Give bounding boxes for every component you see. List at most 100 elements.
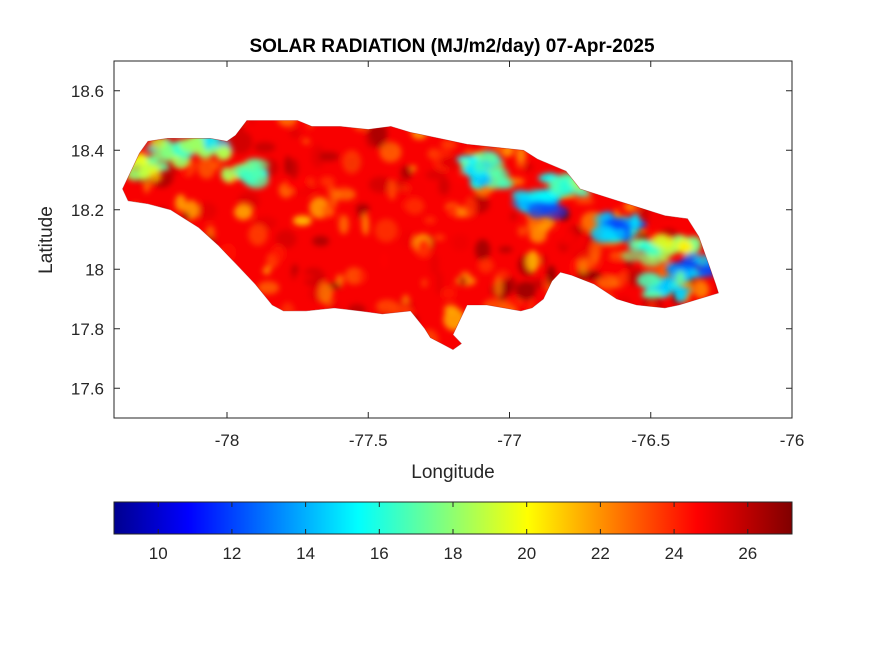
texture-blob	[362, 213, 370, 236]
texture-blob	[357, 269, 367, 283]
texture-blob	[557, 139, 566, 163]
texture-blob	[342, 150, 362, 174]
texture-blob	[123, 242, 147, 249]
texture-blob	[515, 281, 536, 301]
low-radiation-zone	[487, 154, 499, 168]
texture-blob	[355, 203, 370, 213]
texture-blob	[302, 267, 326, 287]
texture-blob	[711, 176, 719, 200]
texture-blob	[545, 312, 554, 329]
texture-blob	[130, 202, 141, 226]
y-tick-label: 18	[85, 260, 104, 279]
plot-area	[113, 60, 793, 419]
y-axis-label: Latitude	[36, 206, 57, 274]
texture-blob	[491, 133, 507, 154]
texture-blob	[510, 211, 517, 221]
texture-blob	[729, 155, 737, 170]
texture-blob	[136, 247, 156, 262]
texture-blob	[642, 123, 651, 136]
low-radiation-zone	[590, 225, 616, 243]
colorbar-tick-label: 20	[517, 544, 536, 563]
texture-blob	[122, 240, 126, 256]
y-tick-label: 18.4	[71, 141, 104, 160]
texture-blob	[196, 202, 217, 220]
texture-blob	[706, 210, 719, 229]
texture-blob	[406, 198, 425, 215]
colorbar-tick-label: 12	[222, 544, 241, 563]
texture-blob	[713, 133, 719, 150]
y-tick-label: 18.6	[71, 82, 104, 101]
colorbar-tick-label: 10	[149, 544, 168, 563]
texture-blob	[667, 120, 686, 134]
texture-blob	[293, 343, 304, 350]
texture-blob	[515, 160, 525, 170]
texture-blob	[416, 238, 431, 257]
texture-blob	[503, 339, 516, 348]
texture-blob	[178, 324, 187, 343]
texture-blob	[197, 314, 209, 331]
texture-blob	[713, 213, 719, 236]
texture-blob	[624, 319, 639, 330]
low-radiation-zone	[658, 246, 671, 264]
texture-blob	[370, 122, 388, 146]
texture-blob	[202, 257, 211, 276]
texture-blob	[368, 176, 392, 193]
texture-blob	[175, 194, 187, 212]
texture-blob	[430, 252, 439, 276]
texture-blob	[475, 239, 491, 261]
low-radiation-zone	[188, 134, 205, 151]
texture-blob	[485, 332, 506, 350]
texture-blob	[458, 276, 468, 286]
texture-blob	[327, 302, 343, 313]
texture-blob	[690, 305, 713, 327]
texture-blob	[521, 312, 544, 336]
low-radiation-zone	[220, 167, 233, 182]
texture-blob	[338, 214, 349, 235]
texture-blob	[485, 335, 495, 344]
texture-blob	[424, 216, 436, 225]
texture-blob	[647, 300, 657, 317]
low-radiation-zone	[138, 164, 150, 181]
low-radiation-zone	[473, 159, 486, 174]
texture-blob	[656, 170, 678, 190]
texture-blob	[211, 305, 231, 328]
texture-blob	[609, 145, 617, 165]
texture-blob	[381, 252, 388, 270]
low-radiation-zone	[511, 190, 531, 201]
texture-blob	[463, 336, 481, 344]
x-tick-label: -78	[215, 431, 240, 450]
texture-blob	[727, 131, 736, 149]
texture-blob	[719, 152, 730, 174]
texture-blob	[615, 162, 628, 182]
land-outline	[122, 120, 719, 350]
texture-blob	[546, 265, 556, 287]
texture-blob	[680, 155, 692, 173]
texture-blob	[586, 121, 595, 144]
texture-blob	[248, 120, 256, 125]
texture-blob	[526, 250, 540, 272]
texture-blob	[317, 315, 337, 335]
texture-blob	[706, 201, 719, 210]
texture-blob	[464, 196, 477, 218]
texture-blob	[701, 315, 712, 326]
texture-blob	[122, 158, 128, 176]
texture-blob	[630, 141, 655, 161]
texture-blob	[613, 339, 635, 346]
texture-blob	[319, 176, 335, 187]
low-radiation-zone	[654, 234, 669, 249]
texture-blob	[262, 266, 271, 275]
texture-blob	[260, 315, 283, 334]
texture-blob	[647, 172, 667, 186]
texture-blob	[633, 144, 658, 158]
texture-blob	[653, 130, 666, 154]
texture-blob	[122, 136, 134, 154]
texture-blob	[717, 303, 719, 328]
texture-blob	[454, 171, 467, 185]
texture-blob	[572, 121, 579, 134]
texture-blob	[202, 120, 218, 134]
texture-blob	[224, 309, 232, 331]
texture-blob	[688, 203, 708, 215]
texture-blob	[564, 140, 585, 164]
texture-blob	[617, 133, 624, 142]
